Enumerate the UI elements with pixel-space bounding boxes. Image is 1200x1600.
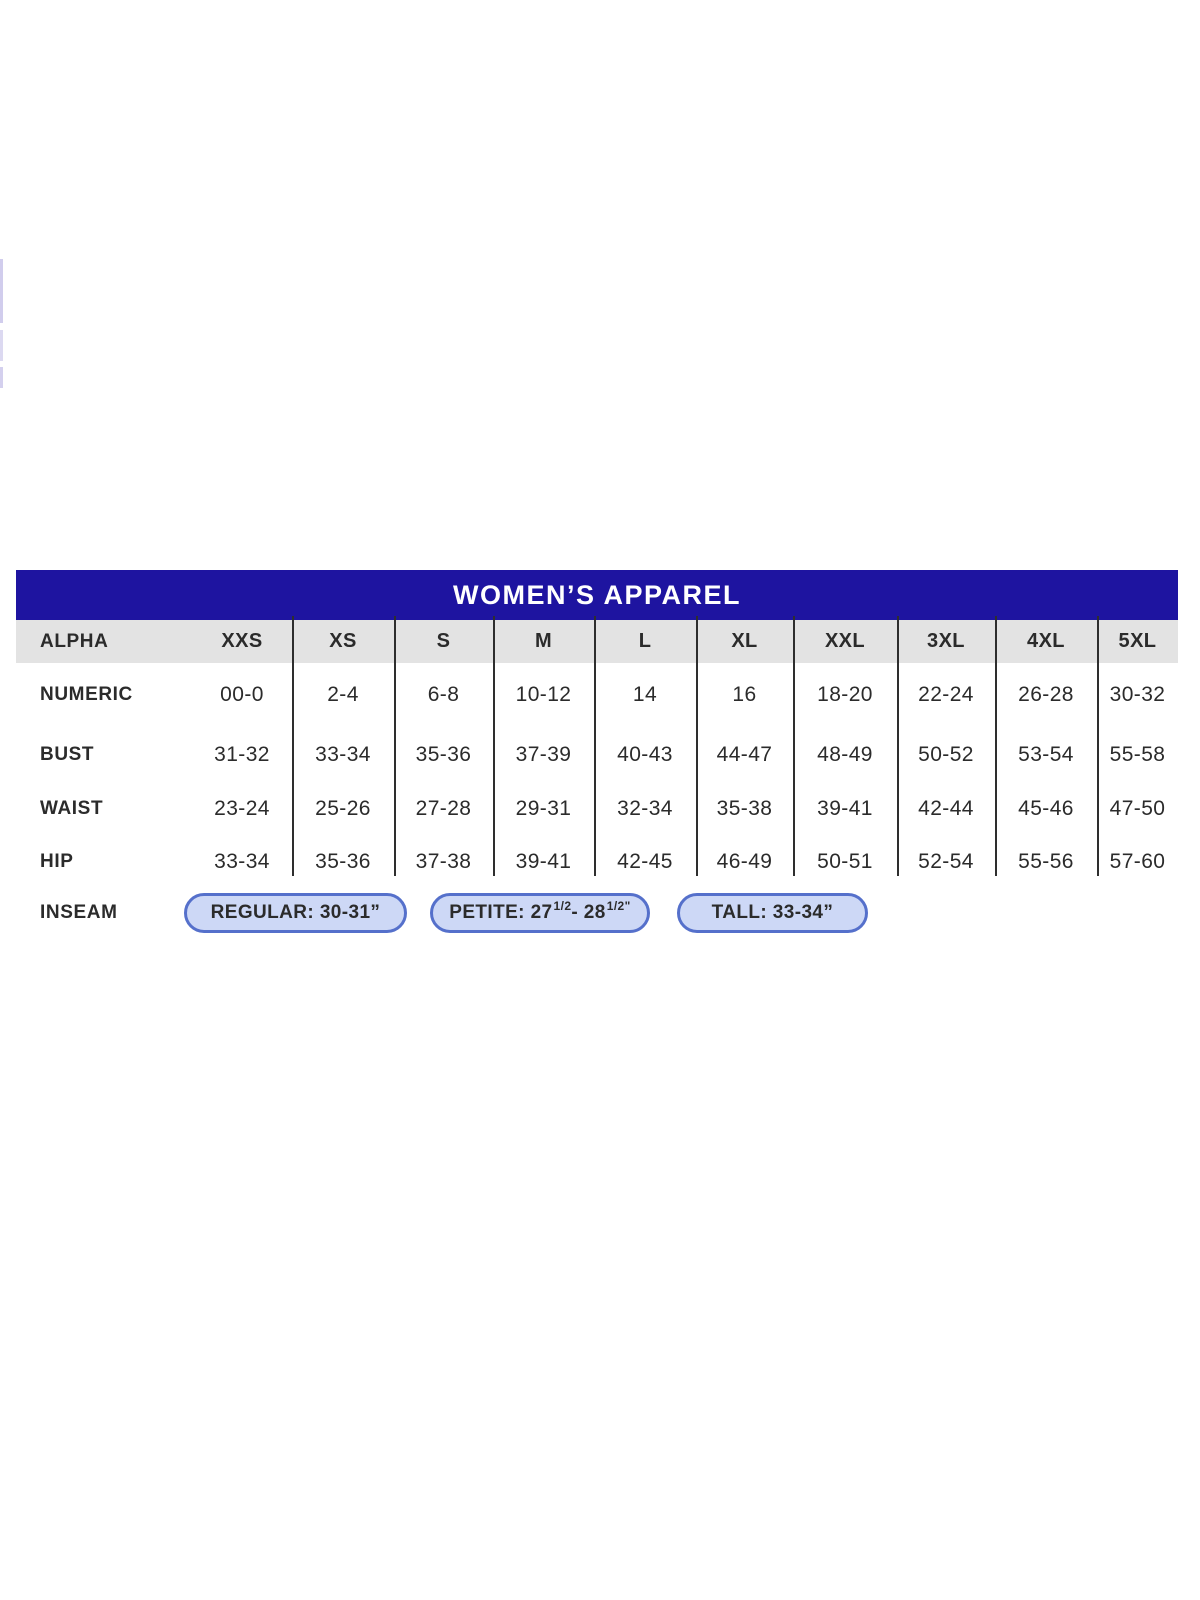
table-cell: 2-4: [327, 683, 359, 706]
column-divider: [493, 616, 495, 876]
table-cell: 35-36: [315, 850, 371, 873]
womens-apparel-size-chart: WOMEN’S APPAREL ALPHA XXS XS S M L XL XX…: [16, 570, 1178, 950]
table-cell: 26-28: [1018, 683, 1074, 706]
inseam-row: INSEAM REGULAR: 30-31” PETITE: 27 1/2 - 2…: [16, 893, 1178, 933]
table-cell: 33-34: [315, 743, 371, 766]
table-cell: 37-38: [415, 850, 472, 873]
size-header-m: M: [534, 630, 553, 652]
left-edge-artifact: [0, 259, 3, 323]
table-cell: 30-32: [1109, 683, 1166, 706]
table-cell: 50-52: [918, 743, 974, 766]
inseam-petite-fraction: 1/2": [606, 899, 631, 913]
size-header-row: ALPHA XXS XS S M L XL XXL 3XL 4XL 5XL: [16, 620, 1178, 663]
inseam-pill-petite: PETITE: 27 1/2 - 28 1/2": [430, 893, 650, 933]
table-cell: 6-8: [427, 683, 460, 706]
inseam-petite-text: - 28: [571, 902, 606, 923]
inseam-petite-text: PETITE: 27: [449, 902, 553, 923]
table-cell: 25-26: [315, 797, 371, 820]
table-row-bust: BUST 31-32 33-34 35-36 37-39 40-43 44-47…: [16, 727, 1178, 783]
table-cell: 53-54: [1018, 743, 1074, 766]
table-cell: 22-24: [918, 683, 974, 706]
column-divider: [1097, 616, 1099, 876]
row-label-inseam: INSEAM: [40, 902, 118, 923]
table-row-numeric: NUMERIC 00-0 2-4 6-8 10-12 14 16 18-20 2…: [16, 663, 1178, 727]
column-divider: [995, 616, 997, 876]
table-cell: 45-46: [1018, 797, 1074, 820]
inseam-regular-text: REGULAR: 30-31”: [210, 902, 381, 923]
size-header-s: S: [436, 630, 451, 652]
table-cell: 44-47: [716, 743, 773, 766]
chart-title-bar: WOMEN’S APPAREL: [16, 570, 1178, 620]
table-cell: 42-45: [617, 850, 673, 873]
row-label-waist: WAIST: [40, 798, 104, 819]
column-divider: [897, 616, 899, 876]
table-cell: 42-44: [918, 797, 974, 820]
table-cell: 57-60: [1109, 850, 1166, 873]
table-cell: 39-41: [817, 797, 873, 820]
table-row-waist: WAIST 23-24 25-26 27-28 29-31 32-34 35-3…: [16, 783, 1178, 835]
inseam-tall-text: TALL: 33-34”: [711, 902, 834, 923]
table-cell: 10-12: [515, 683, 572, 706]
column-divider: [696, 616, 698, 876]
table-cell: 18-20: [817, 683, 873, 706]
column-divider: [292, 616, 294, 876]
size-header-3xl: 3XL: [927, 630, 965, 652]
table-cell: 55-56: [1018, 850, 1074, 873]
row-label-alpha: ALPHA: [40, 630, 109, 652]
table-cell: 16: [732, 683, 757, 706]
table-cell: 40-43: [617, 743, 673, 766]
table-cell: 35-38: [716, 797, 773, 820]
table-cell: 47-50: [1109, 797, 1166, 820]
table-cell: 14: [632, 683, 658, 706]
row-label-bust: BUST: [40, 744, 95, 765]
table-cell: 27-28: [415, 797, 472, 820]
size-header-xl: XL: [731, 630, 758, 652]
size-header-xxs: XXS: [221, 630, 263, 652]
table-cell: 29-31: [515, 797, 572, 820]
size-header-xxl: XXL: [824, 630, 866, 652]
table-cell: 52-54: [918, 850, 974, 873]
inseam-pill-regular: REGULAR: 30-31”: [184, 893, 407, 933]
table-cell: 55-58: [1109, 743, 1166, 766]
left-edge-artifact: [0, 367, 3, 388]
column-divider: [594, 616, 596, 876]
table-cell: 39-41: [515, 850, 572, 873]
table-row-hip: HIP 33-34 35-36 37-38 39-41 42-45 46-49 …: [16, 835, 1178, 889]
row-label-numeric: NUMERIC: [40, 684, 133, 705]
inseam-petite-fraction: 1/2: [553, 899, 572, 913]
table-cell: 46-49: [716, 850, 773, 873]
chart-title: WOMEN’S APPAREL: [452, 579, 741, 610]
table-cell: 32-34: [617, 797, 673, 820]
inseam-pill-tall: TALL: 33-34”: [677, 893, 868, 933]
table-cell: 50-51: [817, 850, 873, 873]
size-header-xs: XS: [329, 630, 357, 652]
column-divider: [793, 616, 795, 876]
table-cell: 33-34: [214, 850, 270, 873]
size-header-l: L: [638, 630, 652, 652]
column-divider: [394, 616, 396, 876]
table-cell: 00-0: [220, 683, 264, 706]
size-header-5xl: 5XL: [1118, 630, 1157, 652]
table-cell: 35-36: [415, 743, 472, 766]
table-cell: 37-39: [515, 743, 572, 766]
size-header-4xl: 4XL: [1027, 630, 1065, 652]
table-cell: 31-32: [214, 743, 270, 766]
left-edge-artifact: [0, 330, 3, 361]
table-cell: 48-49: [817, 743, 873, 766]
table-cell: 23-24: [214, 797, 270, 820]
row-label-hip: HIP: [40, 851, 74, 872]
